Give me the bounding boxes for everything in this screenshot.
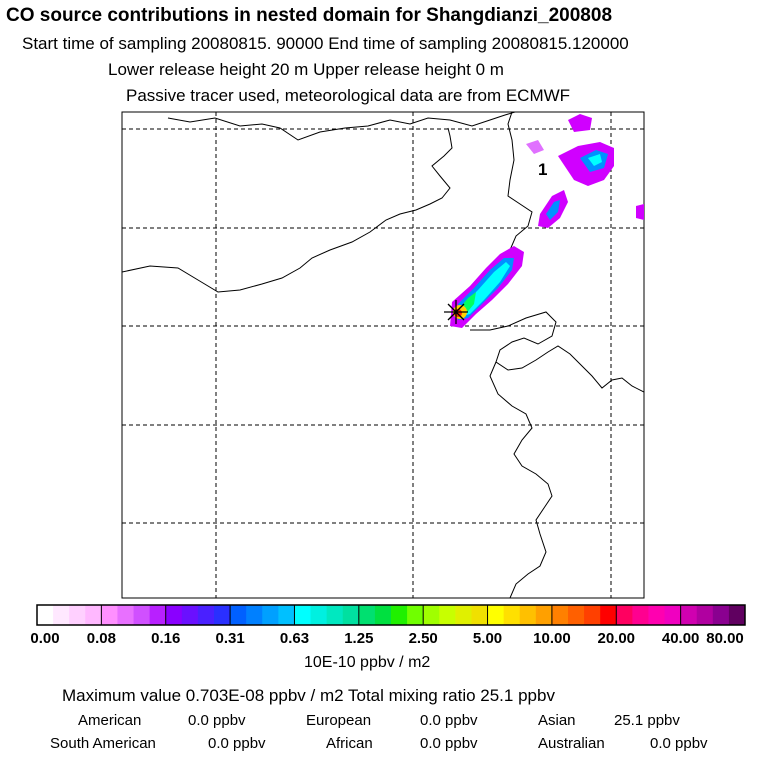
colorbar-cell <box>101 605 118 625</box>
colorbar-tick-label: 0.31 <box>215 630 245 647</box>
patch-east-5 <box>526 140 544 154</box>
colorbar-frame <box>36 604 746 626</box>
colorbar-tick-label: 80.00 <box>706 630 744 647</box>
colorbar-tick-label: 0.63 <box>279 630 310 647</box>
colorbar-cell <box>439 605 456 625</box>
colorbar-cell <box>262 605 279 625</box>
colorbar-tick-label: 0.16 <box>151 630 181 647</box>
colorbar-tick-label: 1.25 <box>344 630 374 647</box>
colorbar-cell <box>584 605 601 625</box>
colorbar-cell <box>471 605 489 625</box>
colorbar-cell <box>230 605 247 625</box>
colorbar-cell <box>214 605 231 625</box>
station-marker <box>444 300 468 324</box>
coastline-bohai <box>470 311 644 393</box>
boundary-north <box>167 112 516 141</box>
colorbar-cell <box>455 605 472 625</box>
coastline-shandong <box>489 361 553 598</box>
south-american-label: South American <box>50 735 156 752</box>
colorbar-cell <box>712 605 730 625</box>
patch-east-3 <box>568 114 592 132</box>
colorbar-tick-label: 0.08 <box>86 630 116 647</box>
colorbar-cell <box>342 605 360 625</box>
colorbar-cell <box>326 605 344 625</box>
max-value-line: Maximum value 0.703E-08 ppbv / m2 Total … <box>62 686 555 705</box>
colorbar-cell <box>519 605 537 625</box>
colorbar-cell <box>600 605 617 625</box>
colorbar-cell <box>535 605 553 625</box>
south-american-value: 0.0 ppbv <box>208 735 266 752</box>
european-label: European <box>306 712 372 729</box>
colorbar-cell <box>181 605 199 625</box>
colorbar-cell <box>664 605 682 625</box>
colorbar-cell <box>37 605 54 625</box>
australian-label: Australian <box>538 735 605 752</box>
colorbar-cell <box>246 605 263 625</box>
boundary-mongolia <box>122 127 453 293</box>
european-value: 0.0 ppbv <box>420 712 478 729</box>
colorbar-cell <box>391 605 408 625</box>
colorbar-cell <box>648 605 666 625</box>
release-height-line: Lower release height 20 m Upper release … <box>108 60 504 79</box>
colorbar-tick-label: 10.00 <box>533 630 571 647</box>
colorbar-cell <box>568 605 585 625</box>
colorbar-cell <box>165 605 183 625</box>
colorbar-cell <box>696 605 714 625</box>
colorbar-cell <box>278 605 295 625</box>
colorbar-cell <box>503 605 521 625</box>
coastline-liaodong <box>507 112 533 251</box>
colorbar-cell <box>149 605 167 625</box>
african-label: African <box>326 735 373 752</box>
colorbar-cell <box>616 605 633 625</box>
colorbar-cell <box>680 605 698 625</box>
colorbar-cell <box>487 605 505 625</box>
colorbar-cell <box>374 605 392 625</box>
colorbar-cell <box>53 605 70 625</box>
sampling-time-line: Start time of sampling 20080815. 90000 E… <box>22 34 629 53</box>
colorbar-cell <box>133 605 151 625</box>
colorbar-cell <box>310 605 328 625</box>
patch-east-4 <box>636 204 644 220</box>
map-gridlines <box>122 112 644 598</box>
colorbar-cells <box>37 605 746 625</box>
asian-label: Asian <box>538 712 576 729</box>
marker-label: 1 <box>538 160 547 179</box>
plume-layer <box>450 114 644 328</box>
colorbar-cell <box>551 605 569 625</box>
map-frame <box>121 111 645 599</box>
boundary-lines <box>122 112 644 598</box>
colorbar-tick-label: 0.00 <box>30 630 60 647</box>
asian-value: 25.1 ppbv <box>614 712 680 729</box>
colorbar-cell <box>294 605 312 625</box>
colorbar-tick-label: 40.00 <box>661 630 700 647</box>
chart-title: CO source contributions in nested domain… <box>6 5 613 26</box>
colorbar-tick-label: 5.00 <box>472 630 503 647</box>
colorbar-cell <box>358 605 376 625</box>
colorbar-cell <box>197 605 215 625</box>
colorbar-cell <box>423 605 440 625</box>
colorbar-tick-label: 20.00 <box>597 630 636 647</box>
african-value: 0.0 ppbv <box>420 735 478 752</box>
american-label: American <box>78 712 142 729</box>
colorbar-cell <box>69 605 86 625</box>
patch-east-1-core <box>588 154 602 166</box>
colorbar-cell <box>117 605 135 625</box>
tracer-info-line: Passive tracer used, meteorological data… <box>126 86 571 105</box>
colorbar-cell <box>632 605 649 625</box>
colorbar-unit: 10E-10 ppbv / m2 <box>304 654 431 671</box>
colorbar-cell <box>85 605 102 625</box>
american-value: 0.0 ppbv <box>188 712 246 729</box>
patch-east-2-inner <box>546 200 560 220</box>
colorbar-cell <box>407 605 424 625</box>
colorbar-cell <box>728 605 746 625</box>
colorbar-tick-label: 2.50 <box>408 630 438 647</box>
australian-value: 0.0 ppbv <box>650 735 708 752</box>
